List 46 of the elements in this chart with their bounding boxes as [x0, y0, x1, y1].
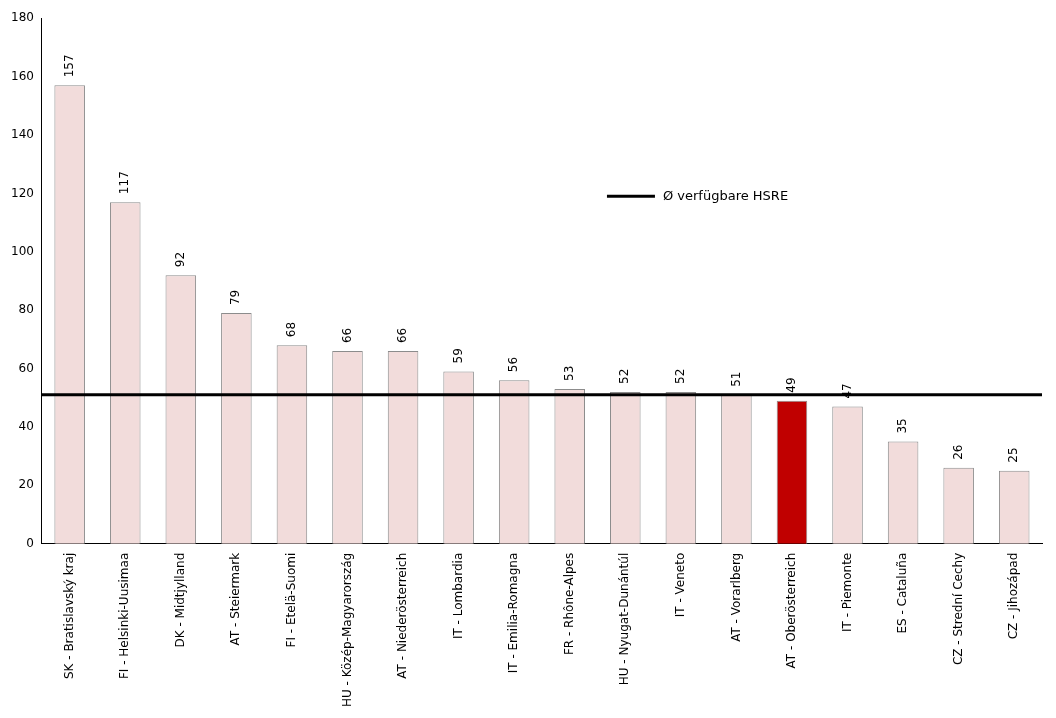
- data-label: 68: [284, 321, 299, 338]
- x-tick-label: HU - Közép-Magyarország: [339, 552, 354, 708]
- x-tick-label: FI - Etelä-Suomi: [284, 552, 299, 648]
- x-tick-label: HU - Nyugat-Dunántúl: [617, 552, 632, 686]
- data-label: 26: [950, 444, 965, 460]
- x-tick-label: IT - Veneto: [672, 552, 687, 618]
- data-label: 52: [617, 368, 632, 384]
- x-tick-label: IT - Emilia-Romagna: [506, 552, 521, 674]
- y-tick-label: 60: [18, 360, 34, 375]
- y-tick-label: 160: [11, 68, 34, 83]
- x-tick-label: AT - Vorarlberg: [728, 552, 743, 642]
- data-label: 92: [172, 251, 187, 268]
- data-label: 49: [784, 377, 799, 393]
- y-tick-label: 40: [18, 419, 34, 434]
- x-tick-label: FR - Rhône-Alpes: [561, 552, 576, 656]
- y-tick-label: 100: [11, 243, 34, 258]
- x-tick-label: CZ - Strední Cechy: [950, 552, 965, 666]
- x-tick-label: IT - Piemonte: [839, 552, 854, 632]
- x-tick-label: ES - Cataluña: [895, 552, 910, 634]
- y-tick-label: 0: [26, 535, 34, 550]
- data-label: 35: [895, 418, 910, 434]
- x-tick-label: CZ - Jihozápad: [1006, 552, 1021, 640]
- y-tick-label: 180: [11, 10, 34, 25]
- data-label: 59: [450, 348, 465, 364]
- x-tick-label: AT - Niederösterreich: [395, 552, 410, 679]
- data-label: 51: [728, 371, 743, 387]
- data-label: 52: [672, 368, 687, 384]
- x-tick-label: DK - Midtjylland: [172, 552, 187, 648]
- y-tick-label: 80: [18, 302, 34, 317]
- x-tick-label: SK - Bratislavský kraj: [61, 552, 76, 680]
- data-label: 79: [228, 289, 243, 306]
- legend-label: Ø verfügbare HSRE: [662, 187, 789, 203]
- data-label: 53: [561, 365, 576, 381]
- y-tick-label: 20: [18, 477, 34, 492]
- data-label: 66: [339, 327, 354, 344]
- x-tick-label: IT - Lombardia: [450, 552, 465, 640]
- data-label: 117: [117, 171, 132, 195]
- y-tick-label: 140: [11, 127, 34, 142]
- x-tick-label: FI - Helsinki-Uusimaa: [117, 552, 132, 680]
- data-label: 66: [395, 327, 410, 344]
- y-tick-label: 120: [11, 185, 34, 200]
- data-label: 25: [1006, 447, 1021, 463]
- x-tick-label: AT - Steiermark: [228, 552, 243, 646]
- x-tick-label: AT - Oberösterreich: [784, 552, 799, 669]
- data-label: 56: [506, 356, 521, 373]
- data-label: 157: [61, 54, 76, 78]
